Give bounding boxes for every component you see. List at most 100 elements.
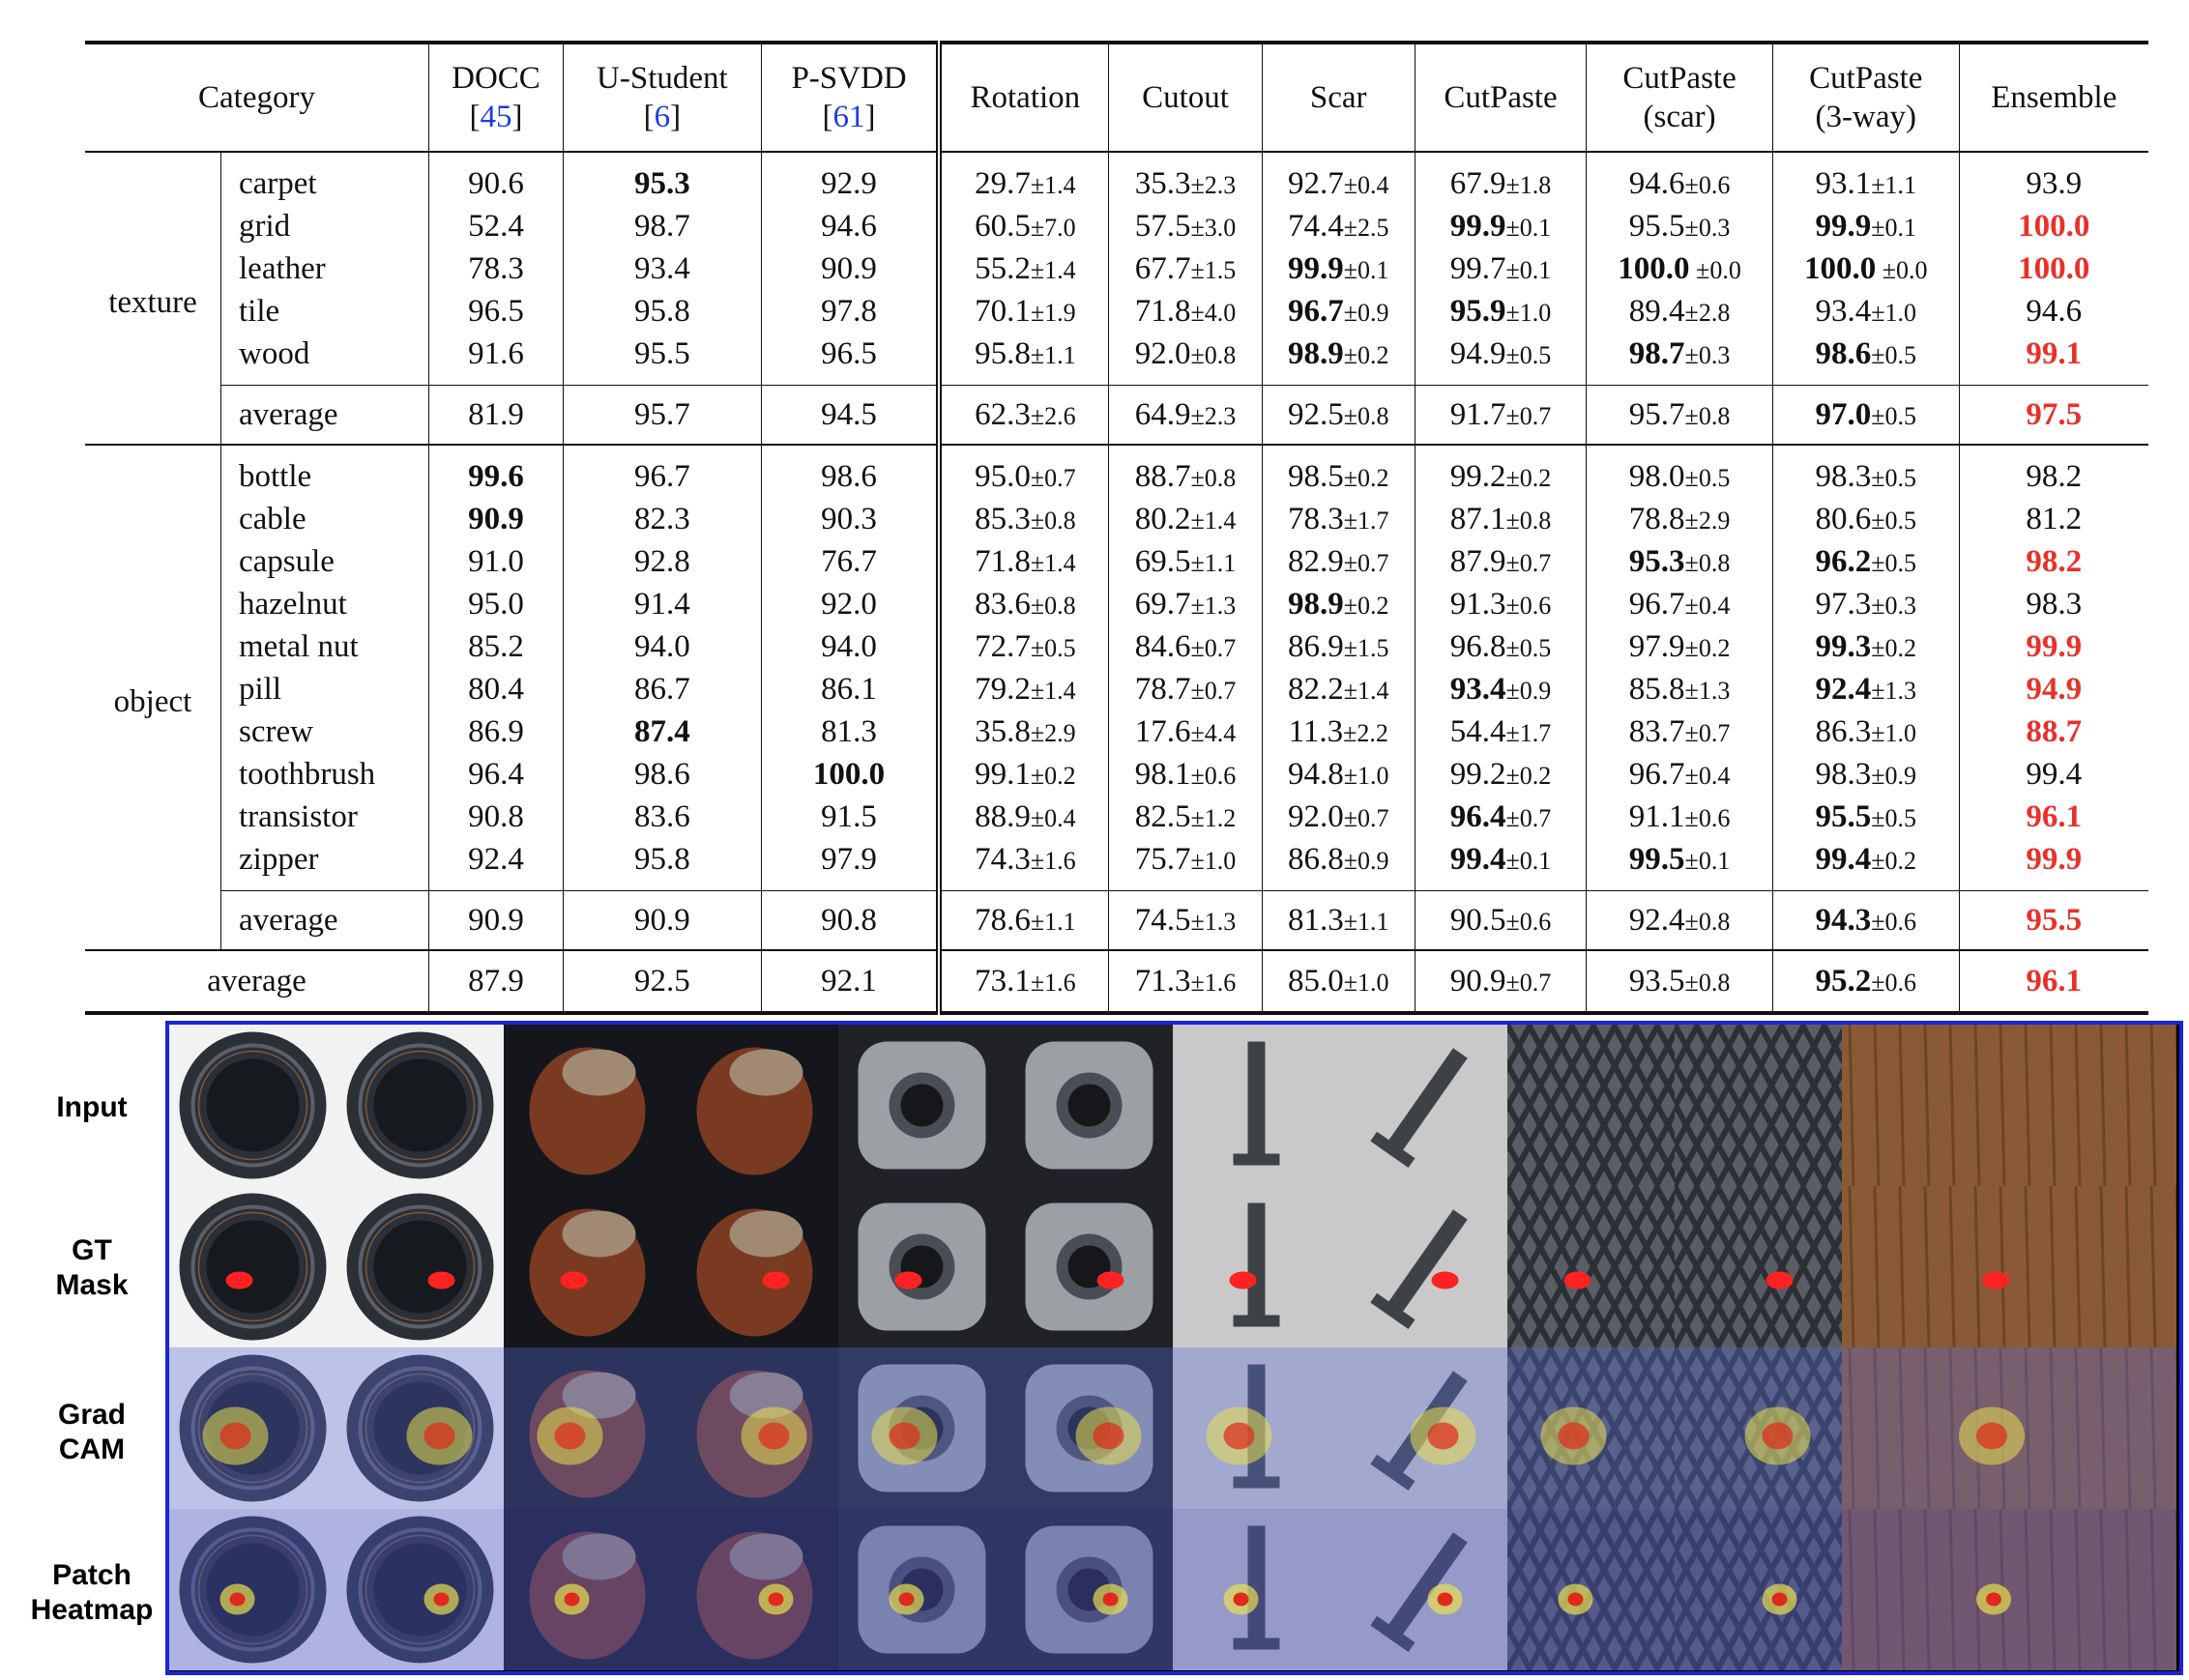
cell-cut: 69.5±1.1 bbox=[1108, 540, 1263, 583]
cell-value: 91.6 bbox=[468, 335, 524, 371]
cell-ens: 100.0 bbox=[1958, 205, 2148, 247]
cell-value: 94.6 bbox=[2026, 293, 2083, 329]
cell-value: 97.9 bbox=[821, 841, 877, 877]
cell-value: 98.6 bbox=[821, 458, 877, 494]
cell-cp3: 98.3±0.5 bbox=[1771, 445, 1960, 498]
row-label-patch-heatmap: Patch Heatmap bbox=[30, 1559, 154, 1626]
cell-value: 91.1 bbox=[1628, 798, 1685, 834]
cell-cp3: 99.9±0.1 bbox=[1771, 205, 1960, 247]
cell-value: 91.4 bbox=[634, 586, 690, 622]
cell-value: 88.7 bbox=[1134, 458, 1191, 494]
cell-std: ±0.8 bbox=[1343, 401, 1389, 430]
cell-value: 100.0 bbox=[1618, 250, 1690, 286]
cell-value: 98.2 bbox=[2026, 543, 2083, 579]
cell-value: 95.5 bbox=[1815, 798, 1872, 834]
cell-ens: 93.9 bbox=[1958, 152, 2148, 205]
visualization-grid bbox=[165, 1021, 2183, 1675]
image-grid-row3 bbox=[1507, 1347, 1675, 1509]
category-texture: texture bbox=[85, 152, 221, 446]
image-screw-row3 bbox=[1340, 1347, 1507, 1509]
cell-value: 86.9 bbox=[1287, 628, 1344, 664]
cell-ustu: 96.7 bbox=[562, 445, 762, 498]
cell-ens: 100.0 bbox=[1958, 247, 2148, 290]
cell-value: 82.3 bbox=[634, 501, 690, 536]
cell-std: ±0.5 bbox=[1030, 633, 1076, 662]
cell-std: ±1.4 bbox=[1030, 676, 1076, 705]
cell-psvdd: 90.8 bbox=[760, 890, 940, 951]
citation-link[interactable]: 61 bbox=[832, 100, 865, 134]
cell-rot: 79.2±1.4 bbox=[936, 668, 1109, 710]
cell-cps: 100.0 ±0.0 bbox=[1586, 247, 1773, 290]
cell-value: 96.4 bbox=[468, 756, 524, 792]
cell-scar: 92.0±0.7 bbox=[1261, 796, 1416, 838]
cell-std: ±0.9 bbox=[1505, 676, 1552, 705]
cell-std: ±1.8 bbox=[1505, 170, 1552, 199]
citation-link[interactable]: 45 bbox=[480, 100, 512, 134]
cell-value: 83.6 bbox=[634, 798, 690, 834]
table-row: transistor 90.8 83.6 91.5 88.9±0.4 82.5±1.2 92… bbox=[85, 796, 2148, 838]
cell-cut: 92.0±0.8 bbox=[1108, 333, 1263, 386]
cell-std: ±1.1 bbox=[1030, 340, 1076, 369]
cell-value: 93.4 bbox=[1815, 293, 1872, 329]
row-label: wood bbox=[220, 333, 429, 386]
cell-value: 90.9 bbox=[1449, 963, 1506, 999]
citation-link[interactable]: 6 bbox=[654, 100, 671, 134]
header-cutpaste-3way: CutPaste (3-way) bbox=[1771, 41, 1960, 153]
table-header-row: Category DOCC [45] U-Student [6] P-SVDD [61… bbox=[85, 41, 2148, 153]
cell-std: ±7.0 bbox=[1030, 213, 1076, 242]
cell-value: 92.7 bbox=[1287, 165, 1344, 201]
cell-cp: 90.9±0.7 bbox=[1414, 950, 1587, 1015]
cell-cp3: 80.6±0.5 bbox=[1771, 498, 1960, 540]
cell-std: ±0.3 bbox=[1871, 591, 1916, 620]
cell-docc: 87.9 bbox=[428, 950, 564, 1015]
cell-cp: 54.4±1.7 bbox=[1414, 710, 1587, 753]
cell-std: ±0.5 bbox=[1871, 548, 1916, 577]
image-wood-row4 bbox=[1842, 1509, 2176, 1670]
cell-ens: 95.5 bbox=[1958, 890, 2148, 951]
cell-docc: 90.9 bbox=[428, 498, 564, 540]
cell-cut: 98.1±0.6 bbox=[1108, 753, 1263, 796]
cell-std: ±0.1 bbox=[1505, 213, 1552, 242]
cell-value: 98.7 bbox=[634, 208, 690, 244]
cell-value: 74.5 bbox=[1134, 902, 1191, 938]
cell-value: 35.8 bbox=[975, 713, 1031, 749]
cell-scar: 86.8±0.9 bbox=[1261, 838, 1416, 891]
cell-std: ±1.6 bbox=[1190, 968, 1237, 997]
cell-cp3: 99.3±0.2 bbox=[1771, 625, 1960, 668]
cell-std: ±2.6 bbox=[1030, 401, 1076, 430]
cell-std: ±2.9 bbox=[1684, 506, 1731, 535]
cell-value: 79.2 bbox=[975, 671, 1031, 707]
image-screw-row1 bbox=[1340, 1025, 1507, 1186]
header-docc: DOCC [45] bbox=[428, 41, 564, 153]
cell-value: 57.5 bbox=[1134, 208, 1191, 244]
cell-value: 96.7 bbox=[1287, 293, 1344, 329]
row-label-gt-mask: GT Mask bbox=[55, 1234, 129, 1301]
cell-rot: 29.7±1.4 bbox=[936, 152, 1109, 205]
cell-scar: 81.3±1.1 bbox=[1261, 890, 1416, 951]
cell-value: 98.2 bbox=[2026, 458, 2083, 494]
cell-docc: 86.9 bbox=[428, 710, 564, 753]
cell-value: 91.0 bbox=[468, 543, 524, 579]
cell-cut: 84.6±0.7 bbox=[1108, 625, 1263, 668]
cell-value: 82.9 bbox=[1287, 543, 1344, 579]
row-label: average bbox=[85, 950, 429, 1015]
cell-docc: 96.4 bbox=[428, 753, 564, 796]
cell-value: 90.5 bbox=[1449, 902, 1506, 938]
cell-std: ±0.8 bbox=[1684, 401, 1731, 430]
row-label: average bbox=[220, 385, 429, 446]
cell-ustu: 86.7 bbox=[562, 668, 762, 710]
cell-psvdd: 97.8 bbox=[760, 290, 940, 333]
cell-value: 71.8 bbox=[1134, 293, 1191, 329]
cell-rot: 88.9±0.4 bbox=[936, 796, 1109, 838]
cell-value: 96.2 bbox=[1815, 543, 1872, 579]
cell-value: 92.1 bbox=[821, 963, 877, 999]
cell-value: 91.7 bbox=[1449, 396, 1506, 432]
cell-cp: 96.8±0.5 bbox=[1414, 625, 1587, 668]
cell-scar: 85.0±1.0 bbox=[1261, 950, 1416, 1015]
cell-cut: 57.5±3.0 bbox=[1108, 205, 1263, 247]
cell-std: ±0.6 bbox=[1505, 907, 1552, 936]
cell-value: 98.6 bbox=[1815, 335, 1872, 371]
cell-std: ±2.2 bbox=[1343, 718, 1388, 747]
cell-value: 85.0 bbox=[1287, 963, 1344, 999]
cell-rot: 71.8±1.4 bbox=[936, 540, 1109, 583]
